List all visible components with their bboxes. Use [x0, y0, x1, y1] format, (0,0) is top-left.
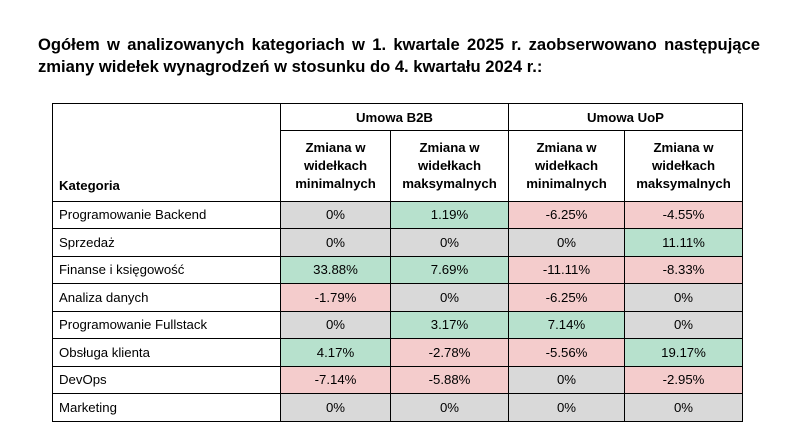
value-cell-uop-min: -6.25% [508, 200, 625, 229]
value-cell-uop-max: -8.33% [624, 255, 743, 284]
value-cell-uop-min: 0% [508, 393, 625, 422]
table-body: Programowanie Backend 0% 1.19% -6.25% -4.55%… [52, 200, 743, 422]
category-cell: Programowanie Backend [52, 200, 281, 229]
value-cell-b2b-min: -1.79% [280, 283, 391, 312]
category-cell: Marketing [52, 393, 281, 422]
group-header-uop: Umowa UoP [508, 103, 743, 131]
value-cell-uop-min: 0% [508, 228, 625, 257]
salary-range-change-table: Umowa B2B Umowa UoP Kategoria Zmiana w w… [52, 103, 743, 422]
table-row: Finanse i księgowość 33.88% 7.69% -11.11% -8… [52, 255, 743, 284]
value-cell-b2b-max: 3.17% [390, 310, 509, 339]
value-cell-b2b-min: 0% [280, 200, 391, 229]
empty-corner-cell [52, 103, 281, 131]
value-cell-b2b-min: 4.17% [280, 338, 391, 367]
table-row: Programowanie Fullstack 0% 3.17% 7.14% 0% [52, 310, 743, 339]
value-cell-b2b-min: 0% [280, 310, 391, 339]
table-row: Programowanie Backend 0% 1.19% -6.25% -4.55% [52, 200, 743, 229]
table-row: Obsługa klienta 4.17% -2.78% -5.56% 19.17% [52, 338, 743, 367]
value-cell-b2b-max: -2.78% [390, 338, 509, 367]
value-cell-b2b-max: 0% [390, 228, 509, 257]
value-cell-uop-min: -11.11% [508, 255, 625, 284]
category-cell: Finanse i księgowość [52, 255, 281, 284]
column-header-b2b-max: Zmiana w widełkach maksymalnych [390, 130, 509, 202]
value-cell-uop-min: 7.14% [508, 310, 625, 339]
value-cell-b2b-max: 0% [390, 283, 509, 312]
column-header-row: Kategoria Zmiana w widełkach minimalnych… [52, 130, 743, 202]
category-cell: DevOps [52, 365, 281, 394]
value-cell-b2b-max: 0% [390, 393, 509, 422]
category-cell: Sprzedaż [52, 228, 281, 257]
value-cell-b2b-min: 0% [280, 393, 391, 422]
value-cell-uop-max: -2.95% [624, 365, 743, 394]
category-cell: Programowanie Fullstack [52, 310, 281, 339]
value-cell-b2b-max: -5.88% [390, 365, 509, 394]
value-cell-uop-min: 0% [508, 365, 625, 394]
category-cell: Obsługa klienta [52, 338, 281, 367]
column-header-uop-max: Zmiana w widełkach maksymalnych [624, 130, 743, 202]
column-header-b2b-min: Zmiana w widełkach minimalnych [280, 130, 391, 202]
category-column-header: Kategoria [52, 130, 281, 202]
value-cell-b2b-min: 33.88% [280, 255, 391, 284]
column-header-uop-min: Zmiana w widełkach minimalnych [508, 130, 625, 202]
value-cell-uop-max: 0% [624, 310, 743, 339]
value-cell-b2b-min: 0% [280, 228, 391, 257]
table-row: Sprzedaż 0% 0% 0% 11.11% [52, 228, 743, 257]
value-cell-b2b-max: 7.69% [390, 255, 509, 284]
value-cell-uop-min: -6.25% [508, 283, 625, 312]
table-row: Marketing 0% 0% 0% 0% [52, 393, 743, 422]
value-cell-uop-max: 0% [624, 283, 743, 312]
group-header-row: Umowa B2B Umowa UoP [52, 103, 743, 131]
category-cell: Analiza danych [52, 283, 281, 312]
table-row: Analiza danych -1.79% 0% -6.25% 0% [52, 283, 743, 312]
group-header-b2b: Umowa B2B [280, 103, 509, 131]
page-heading: Ogółem w analizowanych kategoriach w 1. … [38, 35, 760, 76]
table-row: DevOps -7.14% -5.88% 0% -2.95% [52, 365, 743, 394]
value-cell-uop-min: -5.56% [508, 338, 625, 367]
value-cell-b2b-max: 1.19% [390, 200, 509, 229]
value-cell-uop-max: 19.17% [624, 338, 743, 367]
value-cell-uop-max: -4.55% [624, 200, 743, 229]
value-cell-uop-max: 0% [624, 393, 743, 422]
value-cell-uop-max: 11.11% [624, 228, 743, 257]
value-cell-b2b-min: -7.14% [280, 365, 391, 394]
